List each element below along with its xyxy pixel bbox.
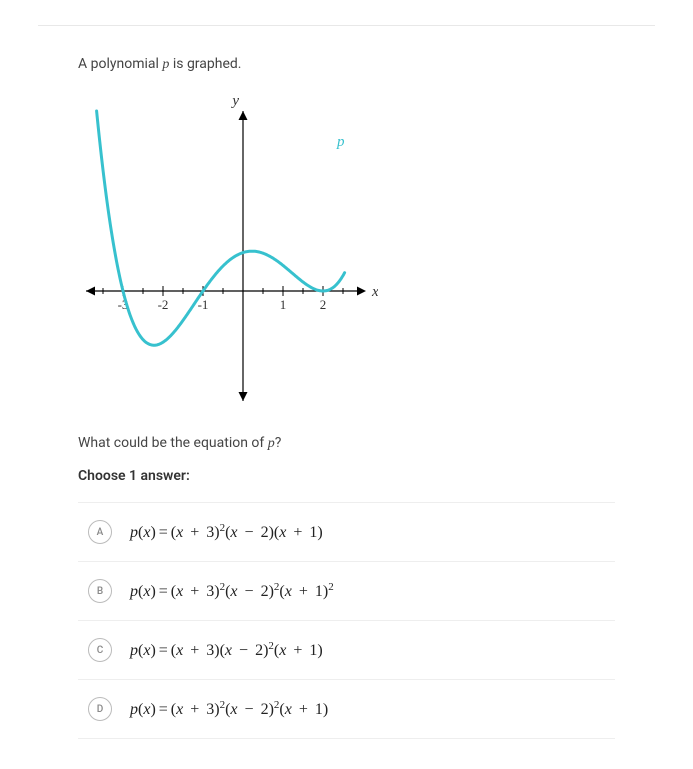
question-prefix: What could be the equation of: [78, 435, 268, 451]
choice-letter-badge: C: [88, 638, 112, 662]
choice-expression: p(x)=(x + 3)2(x − 2)(x + 1): [130, 522, 323, 542]
svg-text:-1: -1: [198, 297, 209, 312]
page: A polynomial p is graphed. -3-2-112yxp W…: [0, 25, 693, 769]
question-text: What could be the equation of p?: [78, 435, 615, 452]
instruction: Choose 1 answer:: [78, 468, 615, 484]
svg-text:x: x: [371, 284, 378, 300]
choice-expression: p(x)=(x + 3)(x − 2)2(x + 1): [130, 640, 323, 660]
svg-text:p: p: [336, 134, 345, 150]
prompt-text: A polynomial p is graphed.: [78, 56, 615, 73]
answer-choice-a[interactable]: Ap(x)=(x + 3)2(x − 2)(x + 1): [78, 503, 615, 562]
top-divider: [38, 25, 655, 26]
answer-choice-b[interactable]: Bp(x)=(x + 3)2(x − 2)2(x + 1)2: [78, 562, 615, 621]
choice-letter-badge: B: [88, 579, 112, 603]
question-suffix: ?: [275, 435, 282, 451]
answer-choices: Ap(x)=(x + 3)2(x − 2)(x + 1)Bp(x)=(x + 3…: [78, 502, 615, 739]
choice-letter-badge: A: [88, 520, 112, 544]
svg-text:1: 1: [280, 297, 287, 312]
question-var: p: [268, 436, 275, 451]
answer-choice-c[interactable]: Cp(x)=(x + 3)(x − 2)2(x + 1): [78, 621, 615, 680]
choice-expression: p(x)=(x + 3)2(x − 2)2(x + 1): [130, 699, 328, 719]
graph-svg: -3-2-112yxp: [78, 91, 378, 411]
svg-text:y: y: [230, 93, 239, 109]
prompt-prefix: A polynomial: [78, 56, 162, 72]
prompt-suffix: is graphed.: [169, 56, 241, 72]
svg-text:-2: -2: [158, 297, 169, 312]
choice-expression: p(x)=(x + 3)2(x − 2)2(x + 1)2: [130, 581, 334, 601]
choice-letter-badge: D: [88, 697, 112, 721]
content: A polynomial p is graphed. -3-2-112yxp W…: [38, 56, 655, 739]
graph: -3-2-112yxp: [78, 91, 615, 415]
svg-text:2: 2: [320, 297, 327, 312]
answer-choice-d[interactable]: Dp(x)=(x + 3)2(x − 2)2(x + 1): [78, 680, 615, 739]
